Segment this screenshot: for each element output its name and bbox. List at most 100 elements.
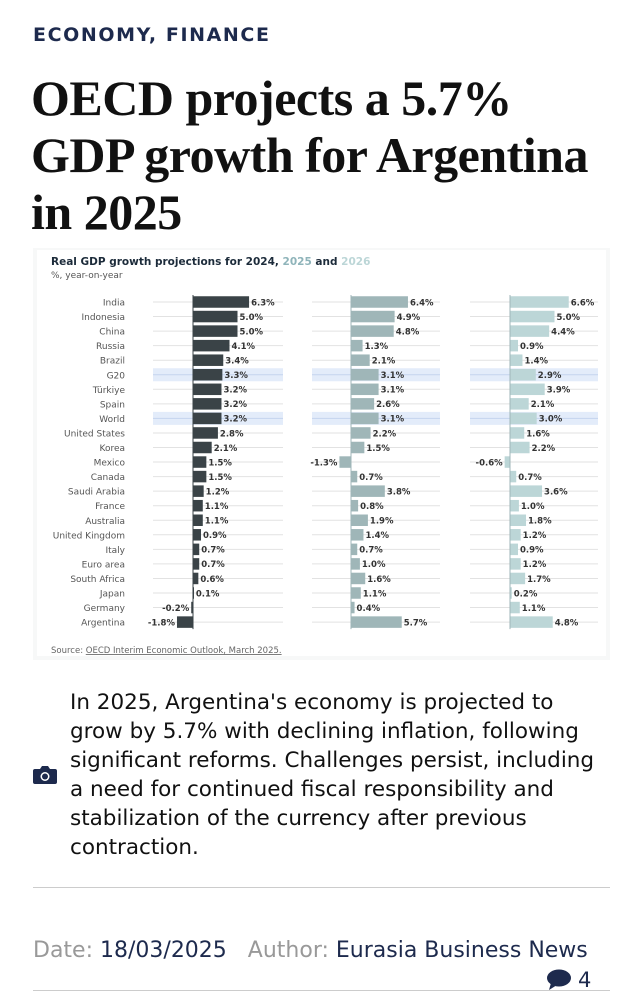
bar-2025 — [351, 470, 358, 483]
data-label: -0.6% — [476, 458, 504, 468]
comments-button[interactable]: 4 — [546, 968, 591, 992]
category-label: Australia — [85, 517, 125, 527]
bar-2025 — [351, 499, 359, 512]
bar-2025 — [351, 339, 363, 352]
category-label: South Africa — [70, 575, 125, 585]
data-label: 1.4% — [365, 531, 389, 541]
data-label: 2.8% — [220, 429, 244, 439]
bar-2026 — [510, 354, 523, 366]
data-label: 0.7% — [201, 560, 225, 570]
data-label: 4.9% — [397, 313, 421, 323]
data-label: 4.8% — [555, 618, 579, 628]
category-label: Canada — [91, 473, 125, 483]
category-label: Japan — [99, 590, 125, 600]
bar-2024 — [193, 383, 222, 396]
category-label[interactable]: ECONOMY, FINANCE — [33, 24, 271, 46]
bar-2026 — [510, 296, 569, 308]
bar-2024 — [193, 514, 203, 526]
category-label: Brazil — [100, 357, 125, 367]
bar-2025 — [351, 601, 355, 614]
bar-2025 — [351, 383, 379, 396]
bar-2026 — [510, 339, 519, 352]
data-label: 3.1% — [381, 371, 405, 381]
data-label: 1.6% — [526, 429, 550, 439]
gdp-chart: Real GDP growth projections for 2024, 20… — [33, 248, 610, 660]
bar-2026 — [510, 325, 550, 337]
bar-2025 — [351, 587, 361, 599]
category-label: Argentina — [81, 619, 125, 629]
data-label: 0.7% — [201, 546, 225, 556]
bar-2024 — [193, 427, 218, 439]
category-label: United Kingdom — [53, 531, 125, 541]
data-label: 2.2% — [532, 444, 556, 454]
data-label: 6.6% — [571, 298, 595, 308]
bar-2025 — [351, 310, 395, 323]
data-label: 1.1% — [522, 604, 546, 614]
data-label: 0.1% — [196, 589, 220, 599]
bar-2026 — [510, 499, 519, 512]
bar-2026 — [504, 456, 510, 468]
bar-2025 — [351, 441, 365, 454]
bar-2024 — [193, 325, 238, 337]
bar-2024 — [193, 529, 202, 541]
data-label: 5.0% — [240, 313, 264, 323]
category-label: Indonesia — [81, 313, 125, 323]
chart-subtitle: %, year-on-year — [51, 271, 123, 281]
bar-2025 — [351, 485, 385, 497]
data-label: 0.9% — [203, 531, 227, 541]
image-caption: In 2025, Argentina's economy is projecte… — [70, 690, 595, 860]
data-label: 2.1% — [214, 444, 238, 454]
bar-2026 — [510, 572, 526, 585]
bar-2025 — [339, 456, 351, 468]
data-label: 0.2% — [514, 589, 538, 599]
bar-2026 — [510, 558, 521, 570]
source-link[interactable]: OECD Interim Economic Outlook, March 202… — [86, 646, 282, 656]
bar-2026 — [510, 310, 555, 323]
data-label: 0.4% — [357, 604, 381, 614]
data-label: 1.7% — [527, 575, 551, 585]
data-label: -0.2% — [162, 604, 190, 614]
category-label: Italy — [105, 546, 125, 556]
data-label: 5.0% — [557, 313, 581, 323]
bar-2024 — [191, 601, 193, 614]
data-label: 1.5% — [208, 473, 232, 483]
data-label: 4.1% — [231, 342, 255, 352]
bar-2025 — [351, 412, 379, 425]
bar-2026 — [510, 514, 527, 526]
data-label: 3.9% — [547, 386, 571, 396]
bar-2026 — [510, 485, 543, 497]
data-label: 6.4% — [410, 298, 434, 308]
data-label: 1.2% — [523, 560, 547, 570]
divider — [33, 887, 610, 888]
data-label: 1.8% — [528, 517, 552, 527]
category-label: Türkiye — [92, 386, 126, 396]
bar-2024 — [193, 572, 199, 585]
data-label: 1.6% — [367, 575, 391, 585]
bar-2026 — [510, 543, 519, 556]
data-label: 2.9% — [538, 371, 562, 381]
data-label: 3.0% — [539, 415, 563, 425]
bar-2025 — [351, 514, 368, 526]
bar-2025 — [351, 572, 366, 585]
data-label: 1.0% — [521, 502, 545, 512]
bar-2025 — [351, 616, 402, 628]
data-label: 2.6% — [376, 400, 400, 410]
comment-icon — [547, 969, 571, 990]
bar-2026 — [510, 529, 521, 541]
bar-2024 — [193, 543, 200, 556]
author-link[interactable]: Eurasia Business News — [335, 938, 588, 963]
bar-2024 — [193, 456, 207, 468]
data-label: 5.0% — [240, 327, 264, 337]
data-label: 1.0% — [362, 560, 386, 570]
bar-2026 — [510, 441, 530, 454]
data-label: -1.3% — [310, 458, 338, 468]
data-label: 1.2% — [523, 531, 547, 541]
data-label: 0.7% — [518, 473, 542, 483]
data-label: 0.6% — [200, 575, 224, 585]
data-label: 2.1% — [372, 357, 396, 367]
bar-2024 — [193, 310, 238, 323]
category-label: Korea — [99, 444, 125, 454]
data-label: 1.1% — [363, 589, 387, 599]
category-label: Spain — [100, 400, 125, 410]
article-meta: Date: 18/03/2025 Author: Eurasia Busines… — [33, 938, 588, 963]
